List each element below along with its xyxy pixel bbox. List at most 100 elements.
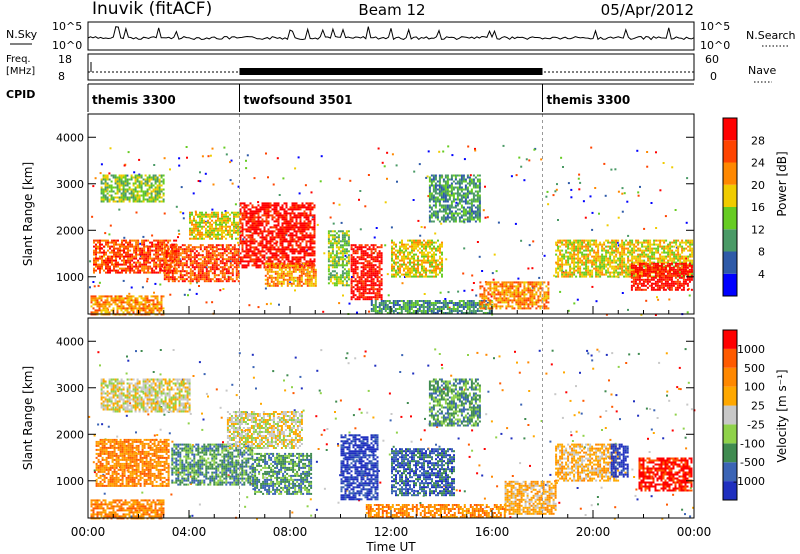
power-cell — [209, 221, 211, 224]
power-cell — [308, 274, 311, 277]
power-cell — [231, 268, 234, 271]
power-cell — [299, 232, 302, 235]
power-cell — [121, 255, 123, 258]
power-cell — [278, 282, 281, 285]
power-cell — [424, 302, 427, 304]
power-cell — [110, 186, 113, 189]
power-cell — [329, 242, 332, 245]
power-speckle — [130, 286, 133, 289]
power-cell — [307, 220, 310, 223]
power-cell — [189, 211, 191, 214]
nsky-panel — [87, 21, 695, 51]
power-cell — [263, 214, 266, 217]
power-cell — [378, 286, 381, 289]
power-cell — [110, 198, 113, 201]
power-cell — [303, 256, 306, 259]
power-cell — [104, 301, 107, 304]
power-cell — [430, 216, 433, 219]
power-cell — [413, 275, 415, 278]
power-speckle — [391, 153, 394, 156]
power-speckle — [329, 216, 332, 219]
power-cell — [364, 264, 367, 267]
power-cell — [464, 214, 467, 217]
power-cell — [454, 212, 457, 215]
power-cell — [382, 306, 385, 308]
power-cell — [454, 206, 457, 209]
power-cell — [303, 214, 306, 217]
power-cell — [215, 266, 218, 269]
power-speckle — [418, 163, 421, 166]
power-speckle — [423, 226, 426, 229]
power-cell — [446, 204, 449, 207]
power-cell — [374, 306, 377, 308]
power-cell — [343, 272, 346, 275]
power-cell — [366, 248, 369, 251]
power-cell — [116, 188, 119, 191]
power-cell — [274, 278, 277, 281]
power-cell — [201, 268, 204, 271]
power-cell — [380, 302, 383, 304]
power-cell — [299, 226, 302, 229]
power-cell — [474, 194, 477, 197]
power-cell — [197, 213, 199, 216]
power-cell — [275, 240, 278, 243]
power-cell — [285, 214, 288, 217]
power-cell — [433, 271, 435, 274]
power-cell — [388, 310, 391, 312]
power-cell — [382, 300, 385, 302]
power-cell — [169, 271, 172, 274]
power-cell — [291, 220, 294, 223]
power-cell — [124, 180, 127, 183]
power-cell — [207, 252, 210, 255]
power-cell — [117, 261, 119, 264]
power-cell — [267, 222, 270, 225]
power-cell — [253, 242, 256, 245]
power-cell — [108, 178, 111, 181]
power-cell — [129, 255, 132, 258]
power-cell — [203, 264, 206, 267]
power-cell — [274, 262, 277, 265]
power-cell — [413, 245, 415, 248]
power-cell — [291, 204, 294, 207]
power-speckle — [267, 176, 269, 179]
power-cell — [171, 272, 174, 275]
power-cell — [307, 206, 310, 209]
power-cell — [197, 223, 199, 226]
power-cell — [268, 262, 271, 265]
power-cell — [161, 251, 164, 254]
power-cell — [337, 260, 340, 263]
power-cell — [98, 303, 101, 306]
power-cell — [110, 299, 113, 302]
power-cell — [94, 311, 97, 314]
power-cell — [462, 206, 465, 209]
power-cell — [153, 261, 156, 264]
power-cell — [275, 236, 278, 239]
power-cell — [140, 194, 143, 197]
power-cell — [428, 214, 431, 217]
power-cell — [432, 186, 435, 189]
power-cell — [393, 251, 395, 254]
power-cell — [270, 268, 273, 271]
power-cell — [372, 272, 375, 275]
power-cell — [425, 245, 427, 248]
power-cell — [354, 258, 357, 261]
power-cell — [421, 253, 423, 256]
power-cell — [440, 176, 443, 179]
power-cell — [189, 268, 192, 271]
power-cell — [148, 196, 151, 199]
power-speckle — [180, 186, 183, 189]
power-cell — [265, 240, 268, 243]
power-cell — [417, 239, 419, 242]
power-cell — [433, 257, 435, 260]
power-cell — [171, 260, 174, 263]
power-cell — [277, 204, 280, 207]
power-speckle — [205, 301, 208, 304]
power-cell — [115, 271, 117, 274]
power-cell — [120, 303, 123, 306]
power-cell — [134, 194, 137, 197]
power-cell — [345, 284, 348, 287]
power-cell — [364, 246, 367, 249]
power-cell — [366, 278, 369, 281]
power-cell — [123, 267, 125, 270]
power-cell — [311, 260, 314, 263]
